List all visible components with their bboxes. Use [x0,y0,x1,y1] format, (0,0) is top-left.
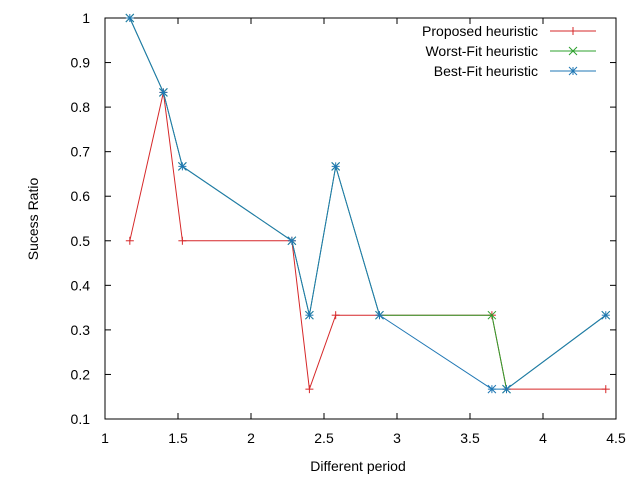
y-tick-label: 0.9 [71,55,91,71]
data-point [331,162,341,171]
y-tick-label: 1 [82,10,90,26]
y-tick-label: 0.8 [71,99,91,115]
x-tick-label: 1 [101,430,109,446]
data-point [305,385,314,394]
data-point [375,310,384,320]
data-point [305,310,314,320]
legend-item-2: Worst-Fit heuristic [425,43,596,59]
series-1 [125,88,610,394]
y-tick-label: 0.1 [71,411,91,427]
legend-label: Best-Fit heuristic [434,63,538,79]
x-axis-label: Different period [310,458,405,474]
x-tick-label: 3 [393,430,401,446]
y-tick-label: 0.3 [71,322,91,338]
data-point [331,311,340,320]
x-tick-label: 2.5 [314,430,334,446]
plot-frame [104,17,617,420]
legend-item-3: Best-Fit heuristic [434,63,596,79]
legend-marker [568,66,578,76]
legend-marker [569,27,577,35]
series-line [129,17,607,390]
data-point [178,162,187,171]
series-line [129,92,606,390]
x-tick-label: 4.5 [606,430,626,446]
data-point [487,384,497,394]
y-axis-label: Sucess Ratio [25,178,41,261]
legend-label: Worst-Fit heuristic [425,43,538,59]
x-tick-label: 1.5 [168,430,188,446]
x-tick-label: 4 [539,430,547,446]
data-point [601,385,610,394]
legend-label: Proposed heuristic [422,23,538,39]
y-tick-label: 0.7 [71,144,91,160]
data-point [159,88,168,97]
x-tick-label: 3.5 [460,430,480,446]
x-tick-label: 2 [247,430,255,446]
data-point [178,236,187,245]
axes: 1 1.5 2 2.5 3 3.5 4 4.5 0.1 0.2 0.3 0.4 0.5 0.6 0.7 0.8… [71,10,626,446]
data-point [502,384,511,394]
y-tick-label: 0.4 [71,277,91,293]
y-tick-label: 0.2 [71,366,91,382]
y-tick-label: 0.6 [71,188,91,204]
data-point [601,310,611,320]
data-point [125,13,135,23]
y-tick-label: 0.5 [71,233,91,249]
data-point [487,310,497,320]
legend: Proposed heuristic Worst-Fit heuristic Bes… [422,23,596,79]
legend-marker [568,46,578,56]
legend-item-1: Proposed heuristic [422,23,596,39]
series-3 [125,13,611,394]
data-point [125,236,134,245]
series-layer [125,13,611,394]
data-point [287,236,297,246]
